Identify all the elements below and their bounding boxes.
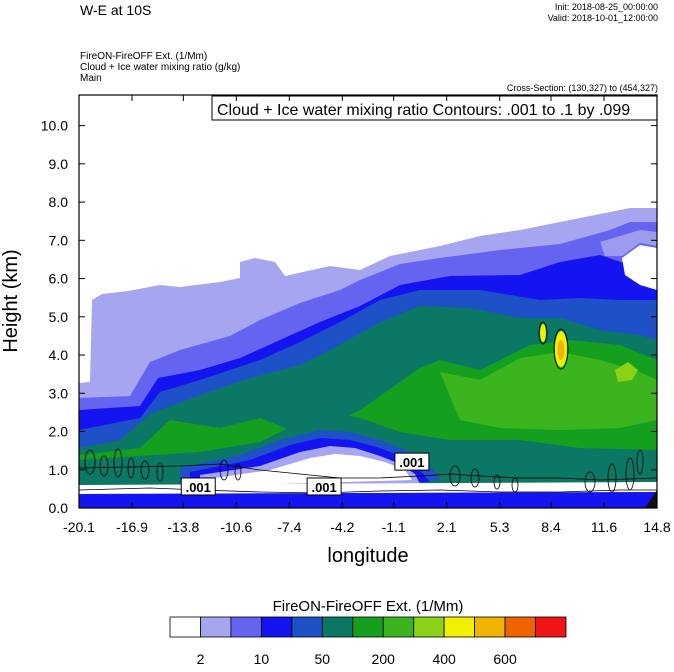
contour-label-box — [306, 477, 342, 496]
valid-time: Valid: 2018-10-01_12:00:00 — [548, 13, 658, 23]
contour-cell-3 — [113, 448, 123, 478]
colorbar-tick-label: 50 — [315, 651, 331, 667]
x-axis: -20.1 -16.9 -13.8 -10.6 -7.4 -4.2 -1.1 2.1 5.3 8.… — [63, 95, 671, 535]
x-tick-label: 2.1 — [437, 519, 457, 535]
colorbar-swatch — [535, 616, 567, 638]
contour-cell-14 — [607, 463, 617, 493]
contour-labels: .001 .001 .001 — [180, 452, 430, 496]
contour-cell-11 — [493, 474, 501, 490]
y-axis-label: Height (km) — [0, 249, 22, 352]
hotspot-inner — [557, 340, 565, 360]
plot-border — [78, 94, 658, 509]
colorbar-swatch — [443, 616, 476, 638]
colorbar — [169, 616, 567, 638]
x-tick-label: -13.8 — [167, 519, 199, 535]
contour-label: .001 — [399, 455, 424, 470]
y-tick-label: 4.0 — [49, 347, 69, 363]
contour-cell-2 — [99, 455, 109, 477]
contour-hotspot-2 — [553, 328, 569, 370]
contour-cell-1 — [84, 449, 96, 475]
main-title: W-E at 10S — [80, 2, 151, 18]
y-tick-label: 0.0 — [49, 500, 69, 516]
colorbar-swatch — [352, 616, 384, 638]
y-tick-label: 8.0 — [49, 194, 69, 210]
y-tick-label: 6.0 — [49, 271, 69, 287]
y-tick-label: 10.0 — [41, 118, 68, 134]
x-tick-label: 5.3 — [490, 519, 510, 535]
colorbar-tick-label: 200 — [372, 651, 396, 667]
contour-label-box — [180, 477, 216, 496]
colorbar-swatch — [504, 616, 536, 638]
mixing-ratio-contours — [78, 321, 658, 494]
upper-right-clear-pocket — [622, 245, 657, 290]
contour-cell-4 — [127, 457, 135, 479]
y-tick-label: 3.0 — [49, 385, 69, 401]
colorbar-swatch — [230, 616, 262, 638]
subtitle-extinction: FireON-FireOFF Ext. (1/Mm) — [80, 51, 207, 62]
y-tick-label: 7.0 — [49, 232, 69, 248]
contour-cell-7 — [219, 459, 229, 481]
contour-info-text: Cloud + Ice water mixing ratio Contours:… — [217, 102, 630, 119]
cross-section-label: Cross-Section: (130,327) to (454,327) — [507, 83, 658, 93]
contour-cell-6 — [156, 462, 164, 482]
colorbar-swatch — [260, 616, 293, 638]
contour-label-box — [394, 452, 430, 471]
subtitle-mixing-ratio: Cloud + Ice water mixing ratio (g/kg) — [80, 62, 240, 73]
contour-cell-13 — [584, 471, 596, 493]
band-yellow-green — [615, 362, 638, 382]
contour-cell-9 — [449, 465, 461, 487]
colorbar-title: FireON-FireOFF Ext. (1/Mm) — [273, 598, 464, 615]
upper-right-lavender-rim — [600, 230, 657, 256]
contour-cell-5 — [140, 460, 150, 480]
subtitle-main: Main — [80, 73, 102, 84]
contour-cell-10 — [470, 468, 480, 488]
x-tick-label: -1.1 — [382, 519, 406, 535]
colorbar-tick-label: 10 — [254, 651, 270, 667]
y-tick-label: 1.0 — [49, 462, 69, 478]
contour-low-band — [78, 463, 658, 481]
contour-info-box — [211, 95, 658, 121]
colorbar-tick-label: 2 — [197, 651, 205, 667]
y-axis: 0.0 1.0 2.0 3.0 4.0 5.0 6.0 7.0 8.0 9.0 10.0 — [41, 118, 657, 516]
contour-cell-8 — [234, 463, 242, 481]
hotspot-small — [540, 324, 546, 342]
band-light-green — [440, 352, 657, 430]
contour-hotspot-1 — [538, 321, 548, 345]
contour-label: .001 — [186, 480, 211, 495]
colorbar-swatch — [474, 616, 506, 638]
colorbar-swatch — [321, 616, 354, 638]
colorbar-swatch — [169, 616, 201, 638]
x-tick-label: 11.6 — [591, 519, 617, 535]
y-tick-label: 5.0 — [49, 309, 69, 325]
contour-cell-12 — [511, 477, 519, 493]
contour-cell-16 — [636, 449, 644, 475]
x-tick-label: -16.9 — [116, 519, 148, 535]
x-tick-label: -10.6 — [220, 519, 252, 535]
surface-layer-blue — [79, 492, 657, 508]
init-time: Init: 2018-08-25_00:00:00 — [555, 2, 658, 12]
colorbar-swatch — [291, 616, 323, 638]
contour-label: .001 — [311, 480, 336, 495]
contour-cell-15 — [625, 457, 635, 491]
colorbar-swatch — [200, 616, 232, 638]
corner-dark-patch — [645, 490, 657, 508]
y-tick-label: 9.0 — [49, 156, 69, 172]
extinction-field — [79, 208, 657, 508]
y-tick-label: 2.0 — [49, 424, 69, 440]
colorbar-swatch — [413, 616, 445, 638]
x-tick-label: -4.2 — [330, 519, 354, 535]
colorbar-swatch — [382, 616, 415, 638]
colorbar-tick-label: 600 — [493, 651, 517, 667]
x-tick-label: 14.8 — [643, 519, 670, 535]
x-tick-label: -20.1 — [63, 519, 95, 535]
x-tick-label: 8.4 — [541, 519, 561, 535]
colorbar-tick-label: 400 — [432, 651, 456, 667]
x-tick-label: -7.4 — [277, 519, 301, 535]
plot-area: .001 .001 .001 Cloud + Ice water mixing ra… — [78, 94, 658, 509]
x-axis-label: longitude — [327, 545, 408, 567]
colorbar-labels: 2 10 50 200 400 600 — [197, 651, 517, 667]
